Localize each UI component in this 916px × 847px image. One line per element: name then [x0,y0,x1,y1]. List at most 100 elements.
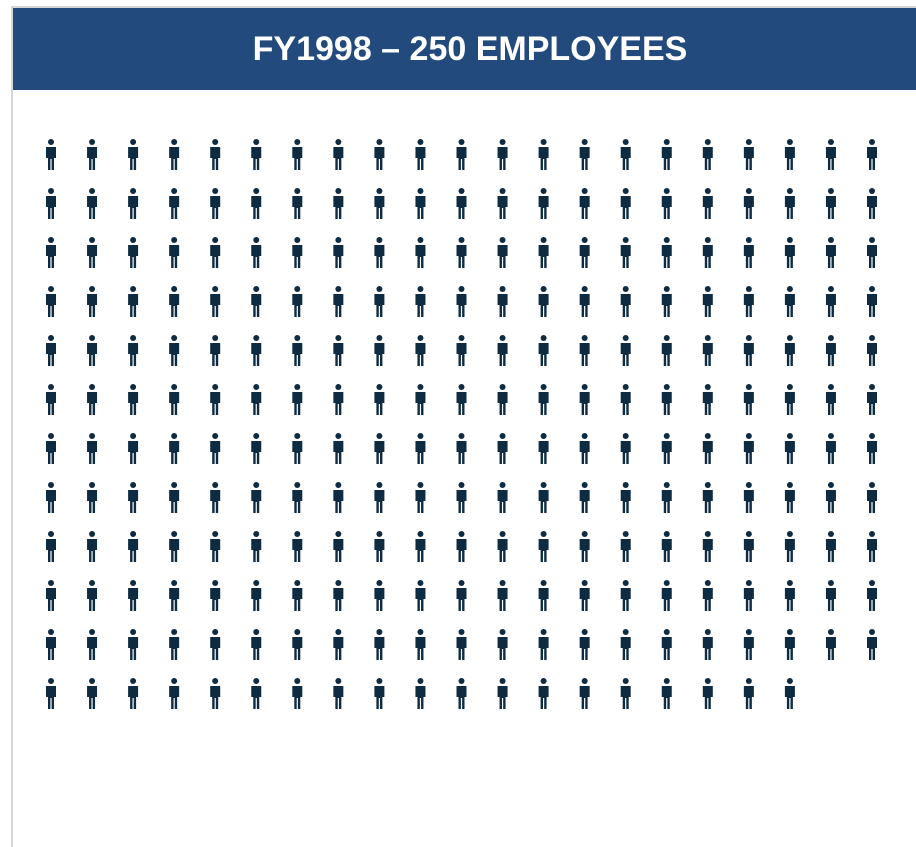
person-icon [169,433,180,464]
icon-head [499,139,506,145]
icon-head [745,237,752,243]
icon-body [825,637,836,660]
icon-head [786,629,793,635]
person-icon [825,335,836,366]
icon-head [499,237,506,243]
icon-body [620,343,631,366]
person-icon [333,482,344,513]
icon-head [581,384,588,390]
icon-body [210,539,221,562]
icon-body [579,343,590,366]
icon-head [130,629,137,635]
icon-head [48,482,54,488]
icon-head [499,482,506,488]
icon-head [130,531,137,537]
person-icon [538,580,549,611]
person-icon [374,531,385,562]
person-icon [169,482,180,513]
icon-body [825,392,836,415]
person-icon [497,433,508,464]
person-icon [579,629,590,660]
icon-head [704,482,711,488]
icon-body [702,441,713,464]
person-icon [538,188,549,219]
icon-head [171,188,178,194]
icon-body [702,588,713,611]
person-icon [825,580,836,611]
icon-body [46,490,56,513]
icon-body [210,686,221,709]
icon-body [784,245,795,268]
icon-head [48,384,54,390]
icon-head [130,580,137,586]
icon-body [456,245,467,268]
icon-body [87,539,98,562]
icon-head [253,531,260,537]
icon-body [497,245,508,268]
icon-head [130,433,137,439]
icon-head [499,384,506,390]
icon-body [661,147,672,170]
icon-body [251,490,262,513]
icon-head [704,188,711,194]
person-icon [333,384,344,415]
icon-head [130,482,137,488]
icon-head [745,139,752,145]
person-icon [538,678,549,709]
person-icon [825,629,836,660]
person-icon [497,384,508,415]
icon-body [415,441,426,464]
person-icon [292,580,303,611]
icon-head [663,286,670,292]
icon-head [745,286,752,292]
icon-body [825,441,836,464]
icon-body [579,294,590,317]
icon-body [661,294,672,317]
icon-head [540,482,547,488]
person-icon [456,482,467,513]
person-icon [538,139,549,170]
person-icon [128,188,139,219]
icon-head [294,433,301,439]
icon-body [333,196,344,219]
person-icon [87,335,98,366]
icon-head [294,188,301,194]
icon-body [46,343,56,366]
icon-head [335,384,342,390]
icon-body [867,294,877,317]
person-icon [292,188,303,219]
icon-body [743,588,754,611]
icon-body [210,441,221,464]
person-icon [374,237,385,268]
person-icon [374,580,385,611]
person-icon [538,237,549,268]
person-icon [538,384,549,415]
icon-head [704,433,711,439]
person-icon [579,482,590,513]
person-icon [333,286,344,317]
icon-body [169,588,180,611]
icon-head [89,139,96,145]
icon-head [458,433,465,439]
icon-head [212,335,219,341]
icon-body [538,539,549,562]
person-icon [251,384,262,415]
icon-head [622,629,629,635]
icon-head [171,629,178,635]
person-icon [579,384,590,415]
person-icon [620,335,631,366]
person-icon [169,629,180,660]
icon-head [869,237,875,243]
icon-body [251,147,262,170]
person-icon [87,286,98,317]
person-icon [87,188,98,219]
person-icon [579,286,590,317]
icon-body [784,588,795,611]
icon-body [867,588,877,611]
icon-body [743,343,754,366]
icon-body [169,490,180,513]
icon-body [538,294,549,317]
person-icon [661,580,672,611]
icon-body [251,294,262,317]
icon-body [497,294,508,317]
